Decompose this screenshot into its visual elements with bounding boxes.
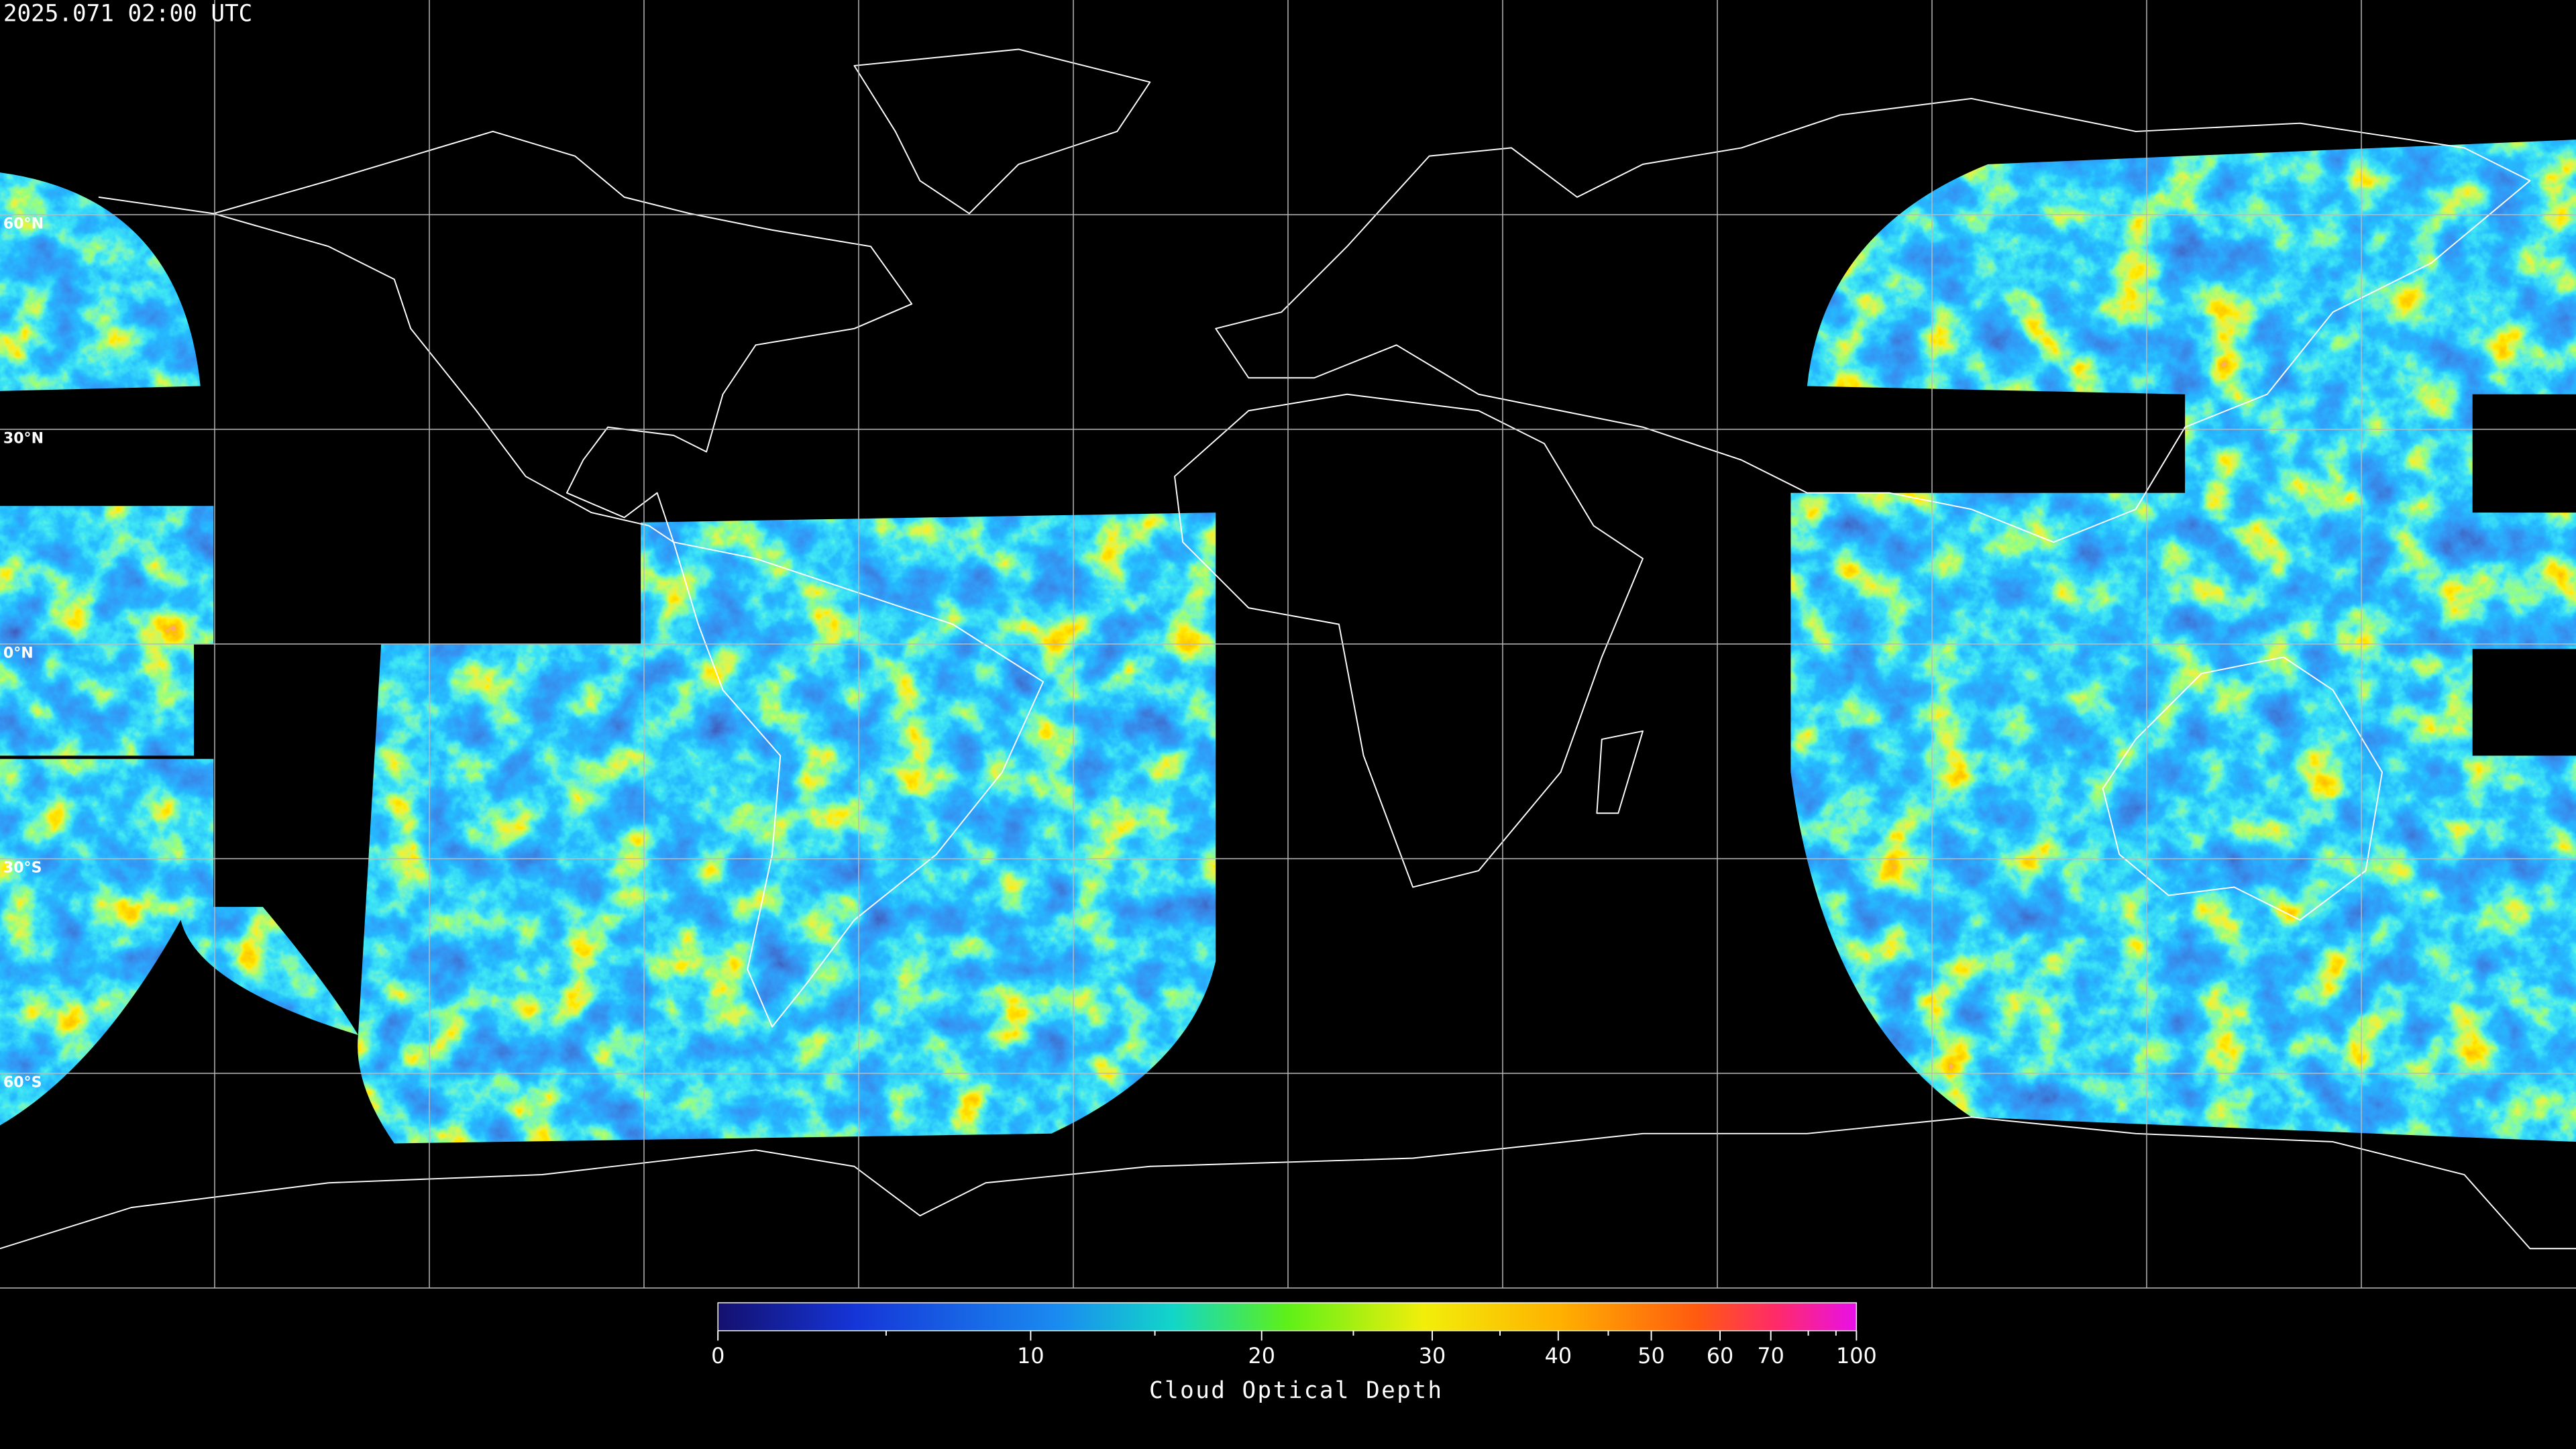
colorbar-tick-label: 30 xyxy=(1419,1343,1446,1368)
latitude-label: 60°S xyxy=(3,1075,42,1091)
colorbar-tick-label: 10 xyxy=(1017,1343,1044,1368)
latitude-label: 0°N xyxy=(3,645,34,662)
colorbar-tick-label: 100 xyxy=(1836,1343,1877,1368)
antarctica xyxy=(0,1116,2576,1250)
colorbar-tick-label: 50 xyxy=(1638,1343,1665,1368)
graticule: 60°N 30°N 0°N 30°S 60°S xyxy=(0,0,2576,1289)
colorbar-tick-label: 70 xyxy=(1757,1343,1784,1368)
africa xyxy=(1174,393,1644,888)
coastlines xyxy=(0,48,2576,1250)
eurasia xyxy=(1215,97,2531,543)
australia xyxy=(2102,656,2383,921)
colorbar xyxy=(717,1302,1858,1332)
timestamp: 2025.071 02:00 UTC xyxy=(3,1,252,28)
cloud-imagery xyxy=(0,140,2576,1144)
latitude-label: 30°N xyxy=(3,431,44,447)
colorbar-tick-label: 0 xyxy=(711,1343,724,1368)
latitude-label: 30°S xyxy=(3,860,42,877)
south-america xyxy=(673,541,1044,1028)
colorbar-tick-label: 40 xyxy=(1545,1343,1572,1368)
colorbar-tick-label: 20 xyxy=(1248,1343,1275,1368)
north-america xyxy=(98,130,913,543)
madagascar xyxy=(1596,730,1644,814)
colorbar-label: Cloud Optical Depth xyxy=(1149,1377,1444,1404)
latitude-label: 60°N xyxy=(3,216,44,233)
greenland xyxy=(853,48,1151,215)
colorbar-axis: 0 10 20 30 40 50 60 70 100 xyxy=(711,1330,1877,1368)
colorbar-tick-label: 60 xyxy=(1707,1343,1734,1368)
